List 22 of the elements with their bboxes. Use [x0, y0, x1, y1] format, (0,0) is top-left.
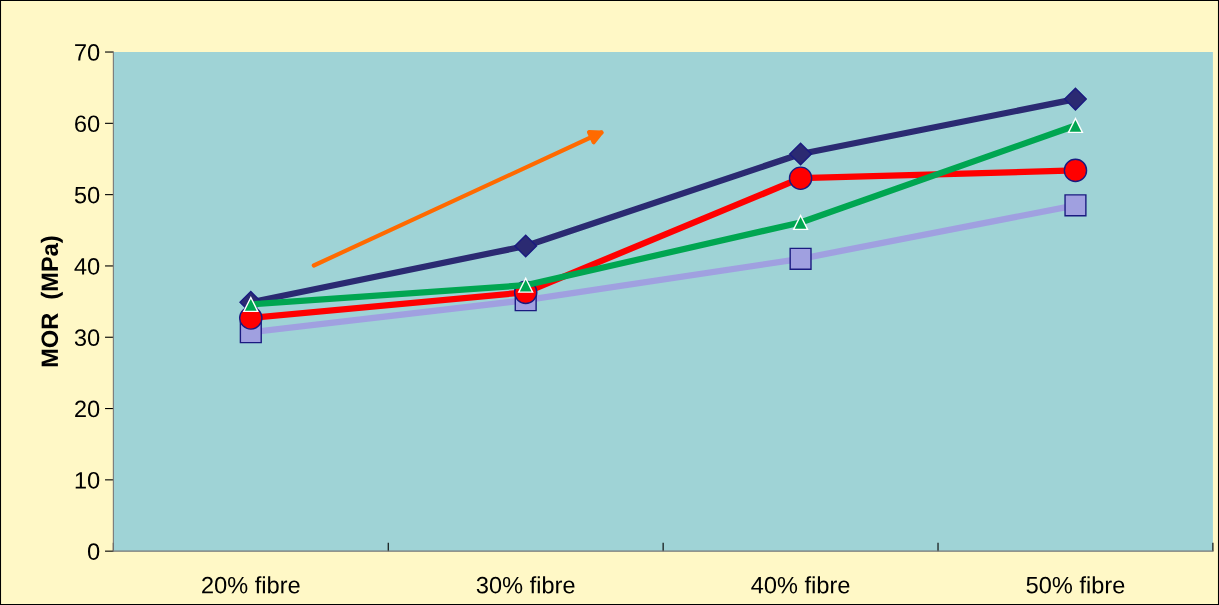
point: [1067, 117, 1084, 134]
point: [789, 142, 813, 166]
y-axis-title: MOR (MPa): [40, 236, 63, 367]
y-tick-label: 40: [74, 258, 100, 275]
y-tick-label: 20: [75, 400, 100, 418]
y-tick-label: 60: [75, 115, 100, 133]
x-tick-label: 50% fibre: [1026, 576, 1125, 594]
y-tick-label: 70: [75, 44, 100, 61]
point: [788, 166, 813, 191]
x-tick-label: 40% fibre: [751, 576, 850, 594]
y-tick-label: 50: [74, 186, 100, 204]
point: [514, 234, 538, 258]
point: [1063, 87, 1087, 111]
point: [1063, 158, 1088, 183]
x-tick-label: 20% fibre: [202, 576, 300, 594]
y-tick-label: 30: [74, 329, 100, 347]
point: [789, 247, 812, 270]
point: [792, 214, 809, 231]
y-tick-label: 0: [87, 543, 100, 560]
y-tick-label: 10: [75, 471, 100, 489]
x-tick-label: 30% fibre: [476, 576, 575, 594]
point: [1064, 194, 1087, 217]
